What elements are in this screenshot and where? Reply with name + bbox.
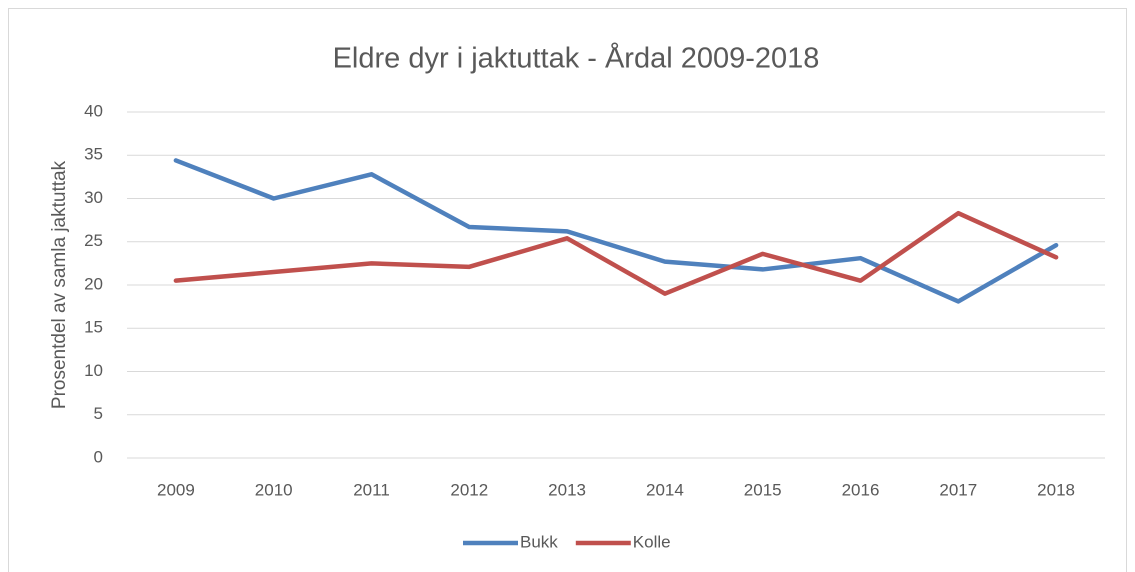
x-tick-label: 2013 [548,480,586,499]
y-tick-label: 0 [94,447,103,466]
x-tick-label: 2011 [353,480,390,499]
chart-border [8,8,1127,572]
x-tick-label: 2009 [157,480,195,499]
y-tick-label: 30 [84,188,103,207]
chart-title: Eldre dyr i jaktuttak - Årdal 2009-2018 [333,42,820,75]
y-tick-label: 5 [94,404,103,423]
x-tick-label: 2010 [255,480,293,499]
x-tick-label: 2017 [939,480,977,499]
x-tick-label: 2012 [450,480,488,499]
data-line [173,210,1059,296]
y-tick-label: 35 [84,145,103,164]
legend-label: Kolle [633,532,671,551]
data-line [173,158,1059,304]
x-tick-label: 2014 [646,480,684,499]
y-axis-label: Prosentdel av samla jaktuttak [49,160,70,409]
y-tick-label: 20 [84,274,103,293]
x-tick-label: 2016 [842,480,880,499]
x-tick-label: 2015 [744,480,782,499]
y-tick-label: 40 [84,101,103,120]
y-tick-label: 25 [84,231,103,250]
legend-label: Bukk [520,532,558,551]
y-tick-label: 10 [84,361,103,380]
y-tick-label: 15 [84,318,103,337]
x-tick-label: 2018 [1037,480,1075,499]
